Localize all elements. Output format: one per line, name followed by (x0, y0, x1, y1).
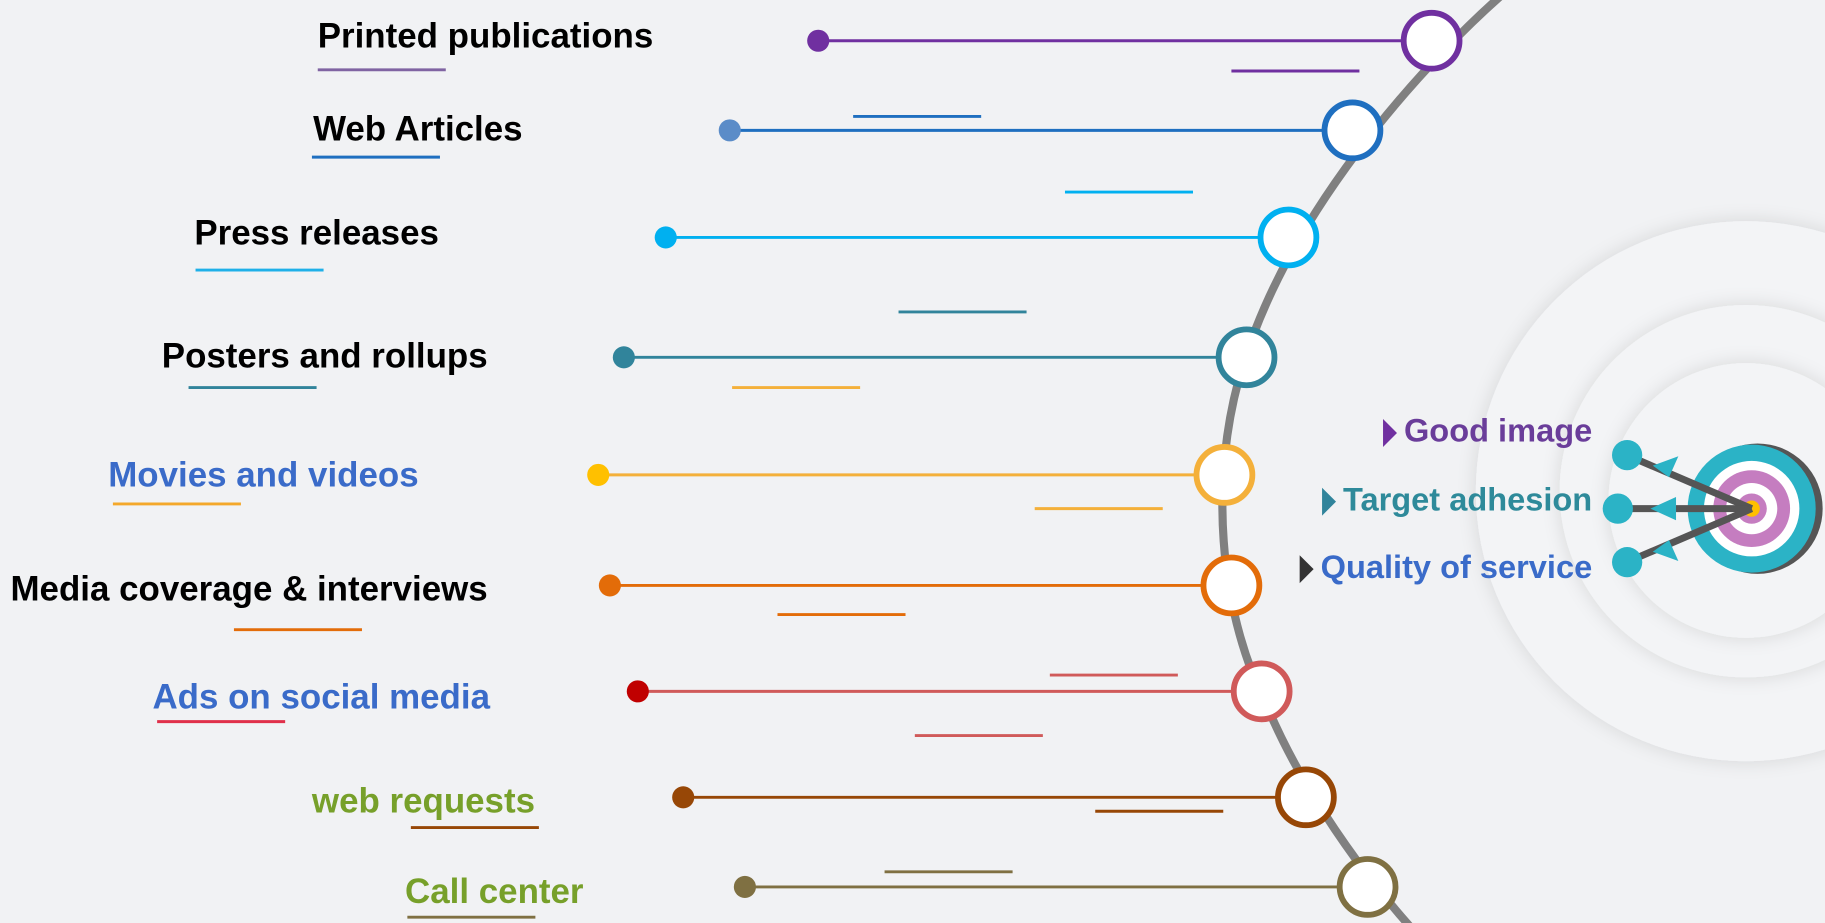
dot (719, 119, 741, 141)
dot (672, 786, 694, 808)
dot (655, 226, 677, 248)
item-label: Ads on social media (152, 678, 490, 717)
goal-label: Good image (1404, 413, 1592, 449)
diagram: Printed publications Web Articles Press re… (0, 0, 1825, 923)
dot (734, 876, 756, 898)
dot (587, 464, 609, 486)
node (1278, 769, 1334, 825)
goal-label: Quality of service (1321, 549, 1593, 585)
item-label: Call center (405, 872, 584, 911)
dot (613, 346, 635, 368)
dot (627, 680, 649, 702)
dart-head (1612, 547, 1642, 577)
dart-head (1603, 494, 1633, 524)
node (1325, 102, 1381, 158)
dot (807, 30, 829, 52)
page: Printed publications Web Articles Press re… (0, 0, 1825, 923)
node (1219, 329, 1275, 385)
dart-head (1612, 440, 1642, 470)
node (1261, 210, 1317, 266)
dot (599, 574, 621, 596)
item-label: web requests (311, 781, 535, 820)
item-label: Posters and rollups (162, 337, 488, 376)
node (1196, 447, 1252, 503)
node (1404, 13, 1460, 69)
item-label: Movies and videos (108, 455, 418, 494)
item-label: Printed publications (318, 17, 654, 56)
goal-label: Target adhesion (1343, 481, 1592, 517)
target-icon (1603, 440, 1823, 577)
item-label: Media coverage & interviews (10, 569, 487, 608)
item-label: Web Articles (313, 110, 523, 149)
node (1340, 859, 1396, 915)
node (1203, 558, 1259, 614)
item-label: Press releases (194, 213, 439, 252)
node (1234, 663, 1290, 719)
